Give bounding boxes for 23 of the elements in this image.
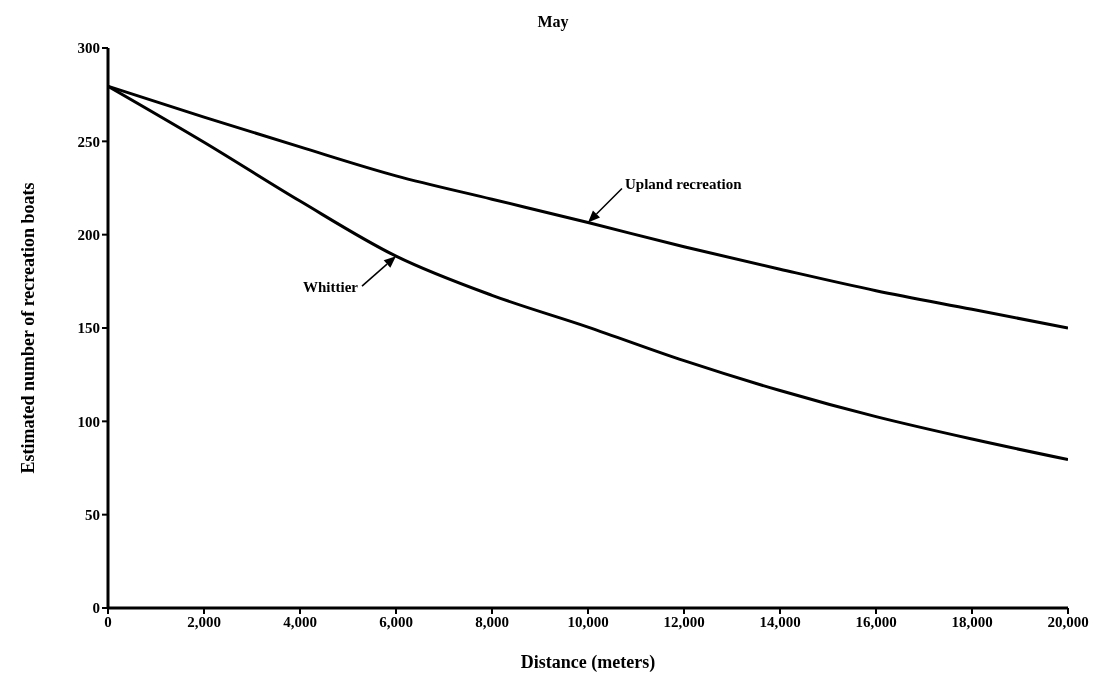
x-tick-label: 8,000 <box>475 613 509 630</box>
text: Upland recreation <box>625 175 743 192</box>
x-tick-label: 6,000 <box>379 613 413 630</box>
chart-title: May <box>536 12 570 33</box>
x-tick-label: 4,000 <box>283 613 317 630</box>
x-tick-label: 10,000 <box>567 613 609 630</box>
y-tick-label: 0 <box>92 600 100 617</box>
x-tick-label: 0 <box>104 613 112 630</box>
y-tick-label: 300 <box>77 40 100 57</box>
y-tick-label: 200 <box>77 226 100 243</box>
y-tick-label: 150 <box>77 320 100 337</box>
y-axis-title: Estimated number of recreation boats <box>18 182 39 474</box>
x-tick-label: 16,000 <box>855 613 897 630</box>
x-axis-title: Distance (meters) <box>520 652 656 673</box>
x-tick-label: 20,000 <box>1047 613 1089 630</box>
y-tick-label: 250 <box>77 133 100 150</box>
y-tick-label: 100 <box>77 413 100 430</box>
text: Whittier <box>303 279 359 296</box>
x-tick-label: 18,000 <box>951 613 993 630</box>
x-tick-label: 12,000 <box>663 613 705 630</box>
x-tick-label: 14,000 <box>759 613 801 630</box>
y-tick-label: 50 <box>85 506 100 523</box>
x-tick-label: 2,000 <box>187 613 221 630</box>
